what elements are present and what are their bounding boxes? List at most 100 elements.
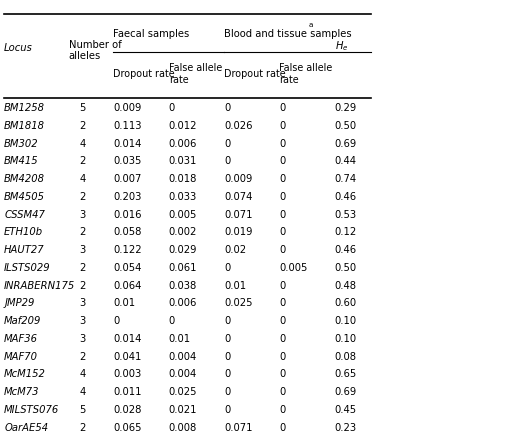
Text: 0: 0 [279, 298, 285, 308]
Text: 0.011: 0.011 [113, 386, 142, 396]
Text: 3: 3 [80, 244, 86, 254]
Text: 0.065: 0.065 [113, 421, 142, 431]
Text: 0.058: 0.058 [113, 227, 142, 237]
Text: 0: 0 [279, 244, 285, 254]
Text: Dropout rate: Dropout rate [113, 69, 175, 79]
Text: McM73: McM73 [4, 386, 39, 396]
Text: 4: 4 [80, 368, 86, 378]
Text: 0.203: 0.203 [113, 191, 142, 201]
Text: 0: 0 [113, 316, 119, 325]
Text: 0: 0 [279, 174, 285, 184]
Text: 0.113: 0.113 [113, 121, 142, 131]
Text: BM1818: BM1818 [4, 121, 45, 131]
Text: 2: 2 [80, 421, 86, 431]
Text: 0: 0 [224, 368, 230, 378]
Text: 0: 0 [279, 351, 285, 361]
Text: 0.004: 0.004 [169, 368, 197, 378]
Text: 0: 0 [279, 209, 285, 219]
Text: 0.02: 0.02 [224, 244, 247, 254]
Text: 3: 3 [80, 333, 86, 343]
Text: 0: 0 [224, 138, 230, 148]
Text: 2: 2 [80, 191, 86, 201]
Text: 0: 0 [279, 316, 285, 325]
Text: 0.10: 0.10 [335, 316, 357, 325]
Text: OarAE54: OarAE54 [4, 421, 48, 431]
Text: 0: 0 [169, 103, 175, 113]
Text: Locus: Locus [4, 43, 33, 53]
Text: 0: 0 [279, 404, 285, 414]
Text: MAF70: MAF70 [4, 351, 38, 361]
Text: Dropout rate: Dropout rate [224, 69, 286, 79]
Text: 0.008: 0.008 [169, 421, 197, 431]
Text: 0.025: 0.025 [224, 298, 253, 308]
Text: 0: 0 [279, 280, 285, 290]
Text: 0: 0 [279, 191, 285, 201]
Text: 0.44: 0.44 [335, 156, 357, 166]
Text: 0.45: 0.45 [335, 404, 357, 414]
Text: 5: 5 [80, 404, 86, 414]
Text: ETH10b: ETH10b [4, 227, 43, 237]
Text: 0.054: 0.054 [113, 262, 142, 272]
Text: 0.018: 0.018 [169, 174, 197, 184]
Text: 0.65: 0.65 [335, 368, 357, 378]
Text: 0.005: 0.005 [169, 209, 197, 219]
Text: 0.028: 0.028 [113, 404, 142, 414]
Text: 0.01: 0.01 [224, 280, 247, 290]
Text: 0: 0 [224, 386, 230, 396]
Text: 0.12: 0.12 [335, 227, 357, 237]
Text: 0.10: 0.10 [335, 333, 357, 343]
Text: 0.002: 0.002 [169, 227, 197, 237]
Text: $H_e$: $H_e$ [335, 39, 348, 53]
Text: 0.23: 0.23 [335, 421, 357, 431]
Text: 0.29: 0.29 [335, 103, 357, 113]
Text: 2: 2 [80, 262, 86, 272]
Text: 0.041: 0.041 [113, 351, 142, 361]
Text: 0: 0 [279, 368, 285, 378]
Text: 0.064: 0.064 [113, 280, 142, 290]
Text: 3: 3 [80, 316, 86, 325]
Text: 0.74: 0.74 [335, 174, 357, 184]
Text: 0.004: 0.004 [169, 351, 197, 361]
Text: 2: 2 [80, 351, 86, 361]
Text: 0.69: 0.69 [335, 386, 357, 396]
Text: 0.46: 0.46 [335, 191, 357, 201]
Text: BM4208: BM4208 [4, 174, 45, 184]
Text: 2: 2 [80, 156, 86, 166]
Text: 0: 0 [279, 138, 285, 148]
Text: 0.46: 0.46 [335, 244, 357, 254]
Text: 0.025: 0.025 [169, 386, 197, 396]
Text: ILSTS029: ILSTS029 [4, 262, 51, 272]
Text: 0: 0 [224, 316, 230, 325]
Text: 0: 0 [279, 103, 285, 113]
Text: 0: 0 [279, 386, 285, 396]
Text: 0.006: 0.006 [169, 298, 197, 308]
Text: 0.035: 0.035 [113, 156, 142, 166]
Text: 3: 3 [80, 209, 86, 219]
Text: 0.033: 0.033 [169, 191, 197, 201]
Text: 0.016: 0.016 [113, 209, 142, 219]
Text: 0.074: 0.074 [224, 191, 253, 201]
Text: 0: 0 [224, 262, 230, 272]
Text: 0.071: 0.071 [224, 209, 253, 219]
Text: 2: 2 [80, 121, 86, 131]
Text: 0.061: 0.061 [169, 262, 197, 272]
Text: 0: 0 [224, 103, 230, 113]
Text: JMP29: JMP29 [4, 298, 35, 308]
Text: 0.53: 0.53 [335, 209, 357, 219]
Text: 2: 2 [80, 280, 86, 290]
Text: 0.005: 0.005 [279, 262, 308, 272]
Text: 0.021: 0.021 [169, 404, 197, 414]
Text: INRABERN175: INRABERN175 [4, 280, 75, 290]
Text: CSSM47: CSSM47 [4, 209, 45, 219]
Text: HAUT27: HAUT27 [4, 244, 45, 254]
Text: BM415: BM415 [4, 156, 39, 166]
Text: 0.014: 0.014 [113, 138, 142, 148]
Text: 0.071: 0.071 [224, 421, 253, 431]
Text: 4: 4 [80, 138, 86, 148]
Text: 0: 0 [224, 351, 230, 361]
Text: 0.009: 0.009 [113, 103, 142, 113]
Text: 0.003: 0.003 [113, 368, 141, 378]
Text: Maf209: Maf209 [4, 316, 42, 325]
Text: Faecal samples: Faecal samples [113, 29, 189, 39]
Text: 0.69: 0.69 [335, 138, 357, 148]
